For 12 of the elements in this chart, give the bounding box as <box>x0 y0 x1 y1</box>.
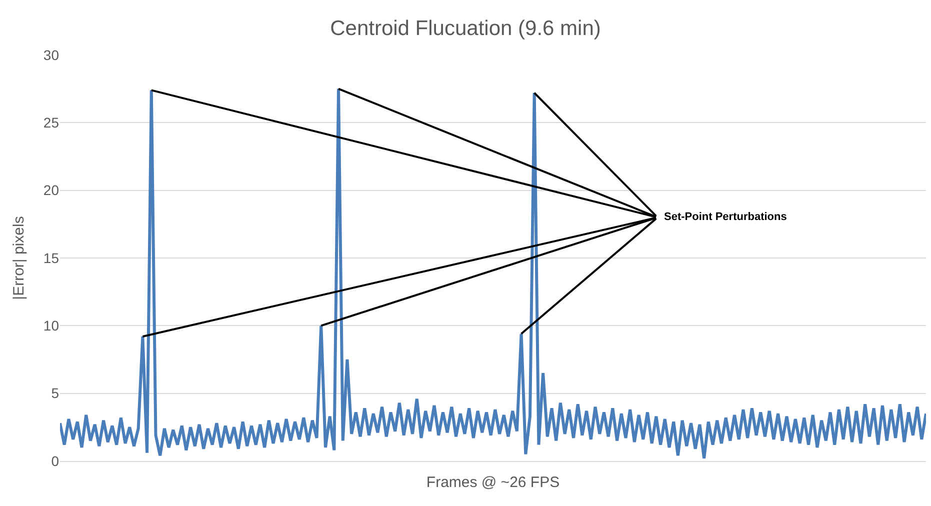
y-tick-label: 5 <box>51 385 60 402</box>
line-series <box>60 87 926 460</box>
y-tick-label: 30 <box>43 46 60 63</box>
y-tick-label: 25 <box>43 114 60 131</box>
y-tick-label: 10 <box>43 318 60 334</box>
y-axis-title: |Error| pixels <box>10 216 28 300</box>
annotation: Set-Point Perturbations <box>664 211 787 223</box>
y-tick-label: 0 <box>51 452 60 469</box>
y-tick-label: 20 <box>43 182 60 198</box>
y-tick-label: 15 <box>43 250 60 266</box>
x-axis-title: Frames @ ~26 FPS <box>426 474 560 491</box>
chart-title: Centroid Flucuation (9.6 min) <box>330 16 601 40</box>
